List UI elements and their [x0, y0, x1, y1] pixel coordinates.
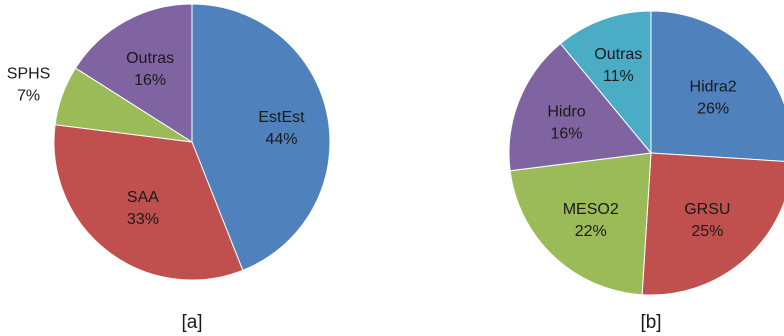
chart-caption-b: [b]: [640, 312, 661, 333]
slice-percent-saa: 33%: [127, 211, 159, 228]
pie-slice-estest: [191, 3, 331, 271]
slice-percent-sphs: 7%: [17, 88, 40, 105]
pie-slice-hidro: [508, 42, 652, 172]
pie-slice-meso2: [509, 152, 652, 296]
slice-label-hidro: Hidro: [547, 104, 585, 121]
chart-caption-a: [a]: [181, 312, 202, 333]
slice-label-outras: Outras: [126, 50, 174, 67]
slice-percent-outras: 11%: [603, 68, 634, 85]
slice-percent-estest: 44%: [265, 131, 297, 148]
slice-label-estest: EstEst: [258, 109, 305, 126]
pie-slice-grsu: [641, 152, 784, 296]
slice-percent-grsu: 25%: [691, 223, 723, 240]
slice-label-hidra2: Hidra2: [690, 79, 737, 96]
pie-slice-hidra2: [650, 10, 784, 162]
slice-percent-hidro: 16%: [550, 126, 582, 143]
slice-label-saa: SAA: [127, 189, 159, 206]
slice-percent-meso2: 22%: [575, 223, 607, 240]
slice-label-outras: Outras: [594, 46, 642, 63]
slice-percent-hidra2: 26%: [697, 101, 729, 118]
pie-slice-outras: [559, 10, 652, 155]
pie-slice-outras: [74, 3, 193, 143]
pie-chart-b: Hidra2 26% GRSU 25% MESO2 22% Hidro 16% Outras 11…: [508, 10, 784, 296]
slice-label-grsu: GRSU: [684, 201, 730, 218]
slice-label-sphs: SPHS: [7, 66, 51, 83]
slice-percent-outras: 16%: [134, 72, 166, 89]
pie-chart-a: EstEst 44% SAA 33% SPHS 7% Outras 16%: [7, 3, 331, 281]
pie-slice-saa: [53, 124, 244, 281]
slice-label-meso2: MESO2: [563, 201, 619, 218]
